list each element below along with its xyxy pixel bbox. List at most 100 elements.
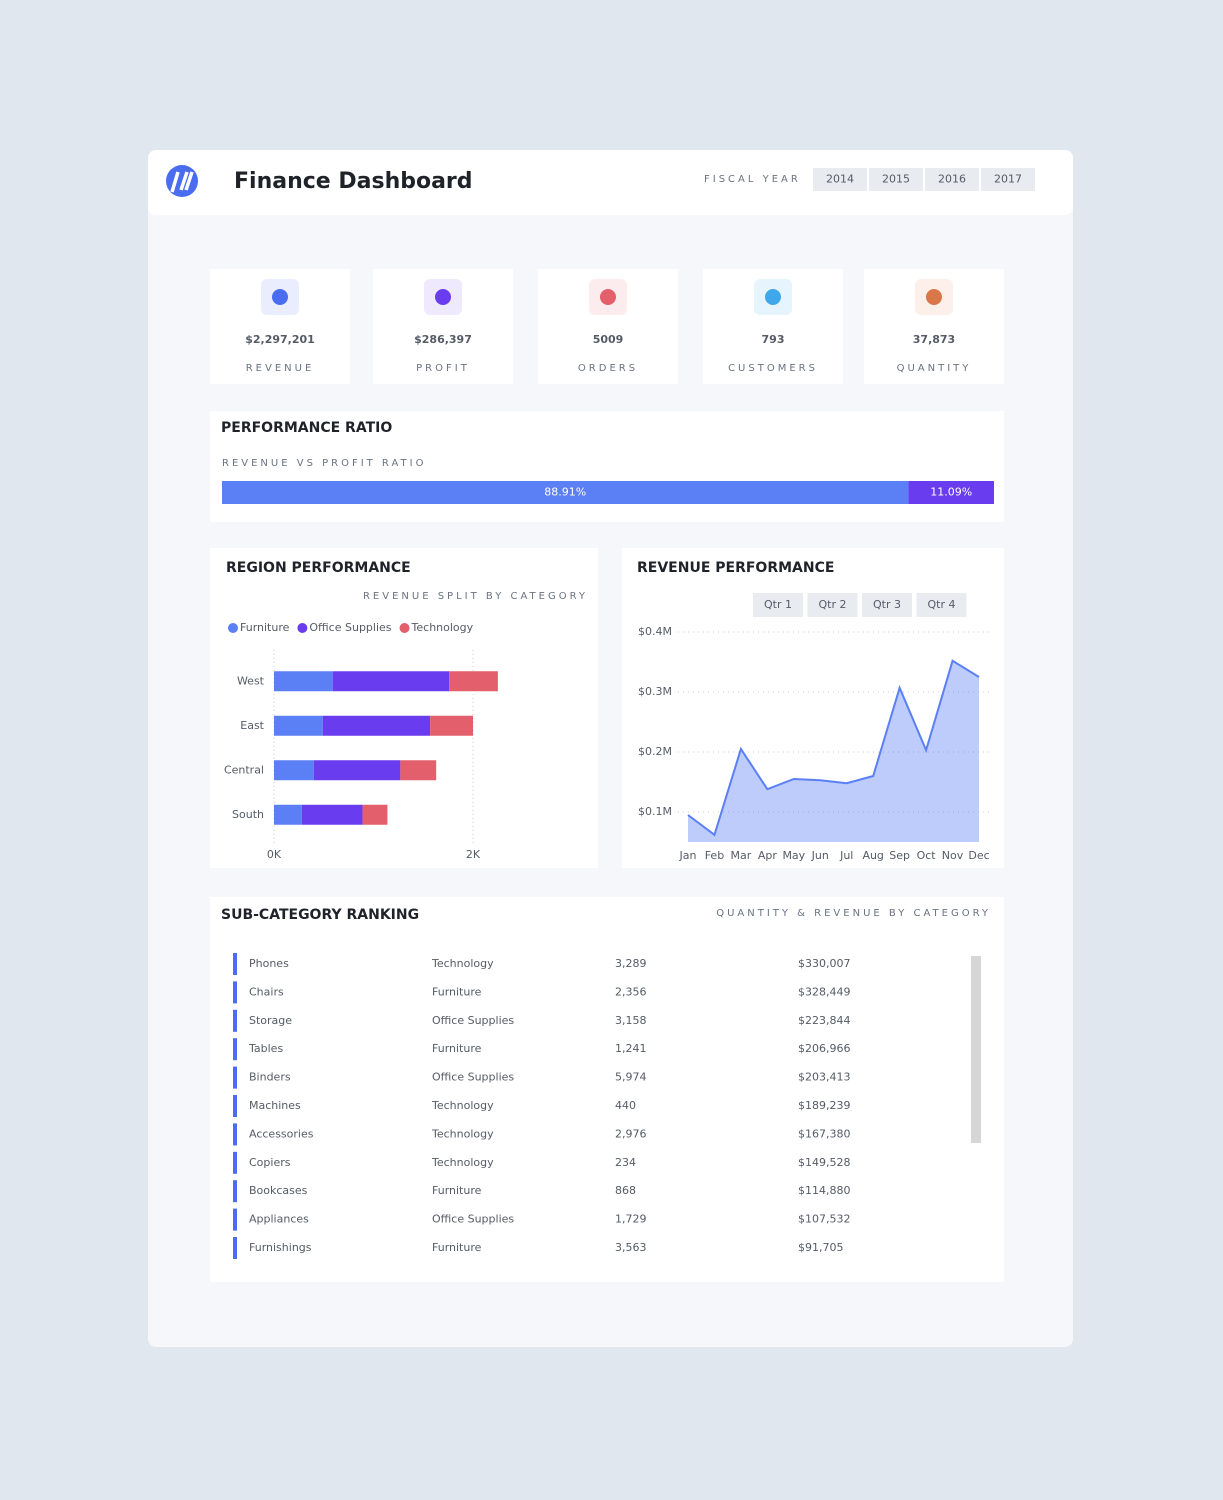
x-tick-label: Jul (839, 849, 853, 862)
legend-label: Office Supplies (309, 621, 391, 634)
table-cell: 1,241 (615, 1042, 647, 1055)
table-cell: $330,007 (798, 957, 851, 970)
table-cell: Binders (249, 1071, 291, 1084)
bar-segment (322, 715, 431, 736)
table-cell: Technology (431, 1099, 494, 1112)
x-tick-label: May (782, 849, 805, 862)
row-marker (233, 981, 237, 1004)
kpi-label: QUANTITY (897, 363, 972, 374)
x-tick-label: Sep (889, 849, 910, 862)
table-cell: Furniture (432, 1184, 482, 1197)
row-marker (233, 1180, 237, 1203)
table-cell: $167,380 (798, 1127, 851, 1140)
year-button[interactable] (869, 168, 923, 191)
category-label: West (237, 674, 265, 687)
kpi-value: 5009 (593, 333, 624, 346)
table-cell: 3,158 (615, 1014, 647, 1027)
quarter-button[interactable] (807, 593, 858, 617)
filter-label: FISCAL YEAR (704, 174, 801, 185)
bar-segment (274, 760, 314, 781)
revenue-area (688, 660, 979, 842)
category-label: South (232, 808, 264, 821)
x-tick-label: Jan (679, 849, 697, 862)
kpi-icon-glyph (765, 289, 781, 305)
table-cell: $114,880 (798, 1184, 851, 1197)
row-marker (233, 1038, 237, 1061)
kpi-label: REVENUE (246, 363, 315, 374)
bar-segment (274, 715, 323, 736)
bar-segment (332, 671, 450, 692)
quarter-label: Qtr 3 (873, 598, 901, 611)
value-label: 11.09% (930, 486, 972, 499)
x-tick-label: Apr (758, 849, 778, 862)
table-cell: Office Supplies (432, 1014, 514, 1027)
table-cell: Furniture (432, 1241, 482, 1254)
table-cell: Bookcases (249, 1184, 308, 1197)
kpi-icon-glyph (926, 289, 942, 305)
row-marker (233, 953, 237, 975)
quarter-button[interactable] (916, 593, 967, 617)
bar-segment (908, 481, 994, 504)
legend-marker (228, 623, 238, 633)
quarter-button[interactable] (862, 593, 912, 617)
kpi-label: PROFIT (416, 363, 470, 374)
table-cell: 2,976 (615, 1127, 647, 1140)
table-cell: $206,966 (798, 1042, 851, 1055)
table-cell: Phones (249, 957, 289, 970)
page-title: Finance Dashboard (234, 169, 473, 194)
table-cell: 3,289 (615, 957, 647, 970)
bar-segment (362, 804, 388, 825)
year-label: 2017 (994, 173, 1022, 186)
kpi-value: $2,297,201 (245, 333, 315, 346)
table-cell: Office Supplies (432, 1071, 514, 1084)
table-cell: 2,356 (615, 985, 647, 998)
table-cell: 440 (615, 1099, 636, 1112)
kpi-icon-glyph (272, 289, 288, 305)
table-cell: 234 (615, 1156, 636, 1169)
table-cell: $203,413 (798, 1071, 851, 1084)
bar-segment (400, 760, 437, 781)
table-cell: $328,449 (798, 985, 851, 998)
year-button[interactable] (813, 168, 867, 191)
kpi-value: 793 (762, 333, 785, 346)
scrollbar[interactable] (971, 956, 981, 1143)
revenue-title: REVENUE PERFORMANCE (637, 560, 834, 576)
table-cell: 3,563 (615, 1241, 647, 1254)
table-cell: $189,239 (798, 1099, 851, 1112)
row-marker (233, 1123, 237, 1146)
region-subtitle: REVENUE SPLIT BY CATEGORY (363, 591, 588, 602)
y-tick-label: $0.4M (638, 625, 672, 638)
table-cell: Technology (431, 1156, 494, 1169)
x-tick-label: 2K (466, 848, 481, 861)
table-cell: 868 (615, 1184, 636, 1197)
kpi-label: ORDERS (578, 363, 638, 374)
table-cell: 1,729 (615, 1213, 647, 1226)
row-marker (233, 1095, 237, 1117)
kpi-icon-glyph (435, 289, 451, 305)
year-button[interactable] (925, 168, 979, 191)
legend-label: Furniture (240, 621, 290, 634)
table-cell: Furniture (432, 1042, 482, 1055)
bar-segment (222, 481, 909, 504)
year-button[interactable] (981, 168, 1035, 191)
table-cell: Copiers (249, 1156, 291, 1169)
y-tick-label: $0.3M (638, 685, 672, 698)
header-bar (148, 150, 1073, 215)
x-tick-label: Aug (862, 849, 883, 862)
x-tick-label: 0K (267, 848, 282, 861)
row-marker (233, 1009, 237, 1032)
table-cell: Appliances (249, 1213, 309, 1226)
x-tick-label: Oct (917, 849, 937, 862)
table-cell: $149,528 (798, 1156, 851, 1169)
y-tick-label: $0.1M (638, 805, 672, 818)
table-cell: $91,705 (798, 1241, 844, 1254)
table-title: SUB-CATEGORY RANKING (221, 907, 419, 923)
quarter-label: Qtr 2 (819, 598, 847, 611)
table-cell: Technology (431, 957, 494, 970)
bar-segment (449, 671, 498, 692)
row-marker (233, 1151, 237, 1174)
quarter-button[interactable] (753, 593, 803, 617)
x-tick-label: Jun (811, 849, 829, 862)
region-title: REGION PERFORMANCE (226, 560, 411, 576)
table-cell: Machines (249, 1099, 301, 1112)
